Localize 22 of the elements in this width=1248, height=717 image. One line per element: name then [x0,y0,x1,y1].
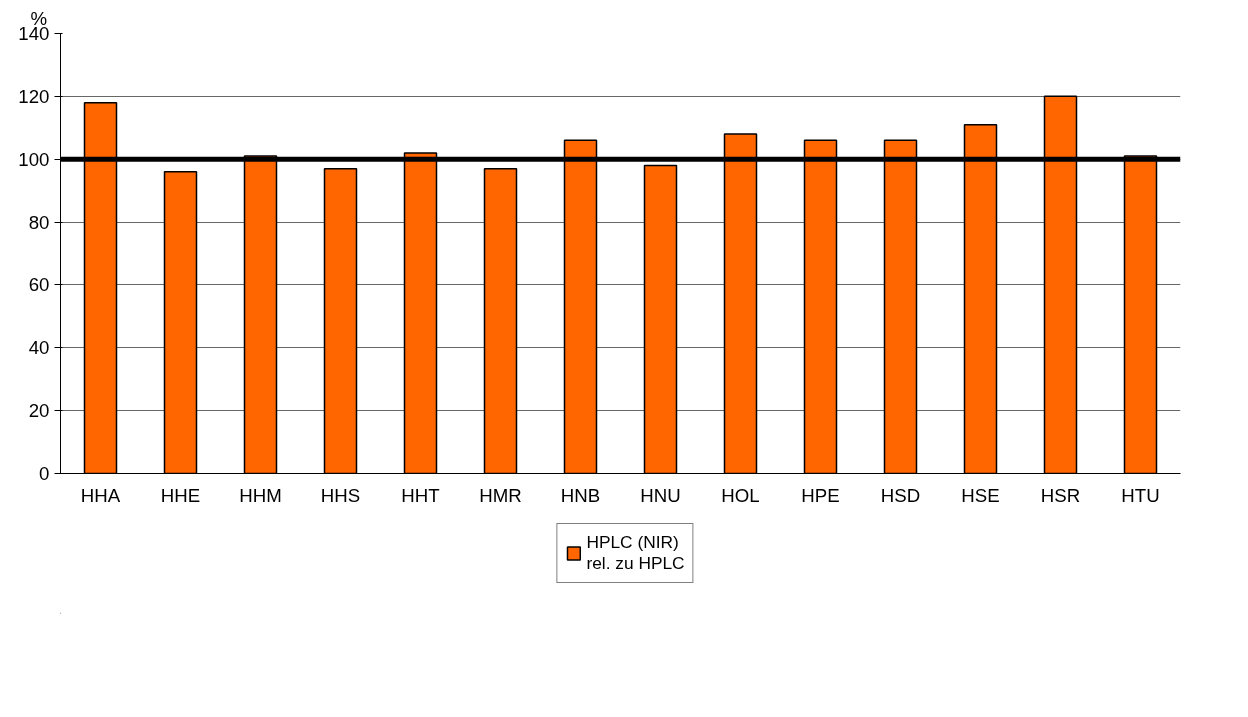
x-tick-label: HTU [1121,484,1160,506]
y-tick-label: 20 [28,400,50,422]
y-tick-label: 0 [39,463,50,484]
y-tick-label: 60 [28,274,50,296]
x-tick-label: HMR [479,484,522,506]
y-tick-label: 80 [28,211,50,233]
y-tick-label: 100 [18,148,50,170]
x-tick-label: HHS [320,484,361,506]
x-tick-label: HHE [160,484,201,506]
x-tick-label: HHM [239,484,282,506]
x-tick-label: HSD [880,484,921,506]
x-tick-label: HSR [1040,484,1081,506]
x-tick-label: HOL [721,484,760,506]
x-tick-label: HNB [560,484,601,506]
legend-label: HPLC (NIR) rel. zu HPLC [586,532,685,574]
y-tick-label: 40 [28,337,50,359]
x-tick-label: HSE [961,484,1000,506]
x-tick-label: HNU [640,484,681,506]
x-tick-label: HPE [801,484,840,506]
x-tick-label: HHA [80,484,121,506]
x-tick-label: HHT [401,484,440,506]
y-tick-label: 120 [18,85,50,107]
